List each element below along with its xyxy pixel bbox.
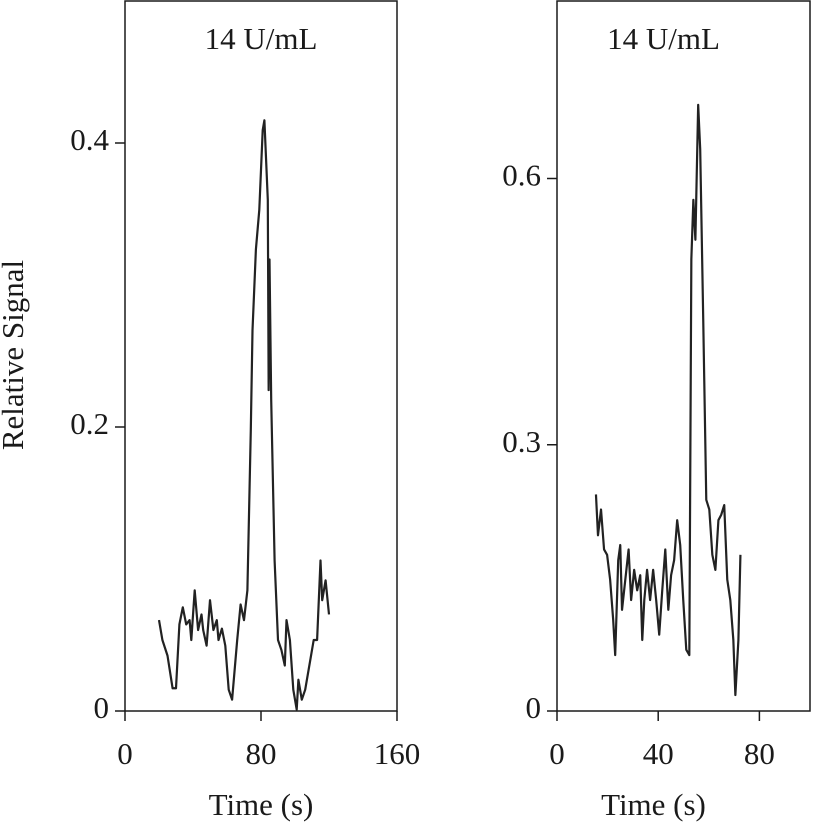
x-tick-label: 160 [374,736,421,771]
y-tick-label: 0 [526,690,542,725]
panel-title: 14 U/mL [607,21,720,56]
x-tick-label: 80 [246,736,277,771]
data-line [594,103,742,697]
y-tick-label: 0 [94,690,110,725]
y-tick-label: 0.2 [70,406,109,441]
x-axis-label: Time (s) [601,787,706,822]
x-tick-label: 0 [549,736,565,771]
y-tick-label: 0.4 [70,122,109,157]
plot-frame [556,0,811,712]
y-tick-label: 0.3 [502,424,541,459]
x-tick-label: 0 [117,736,133,771]
y-axis-label: Relative Signal [0,260,30,450]
x-tick-label: 80 [744,736,775,771]
plot-frame [124,0,398,712]
data-line [157,119,331,711]
x-tick-label: 40 [643,736,674,771]
panel-title: 14 U/mL [205,21,318,56]
y-tick-label: 0.6 [502,158,541,193]
x-axis-label: Time (s) [209,787,314,822]
